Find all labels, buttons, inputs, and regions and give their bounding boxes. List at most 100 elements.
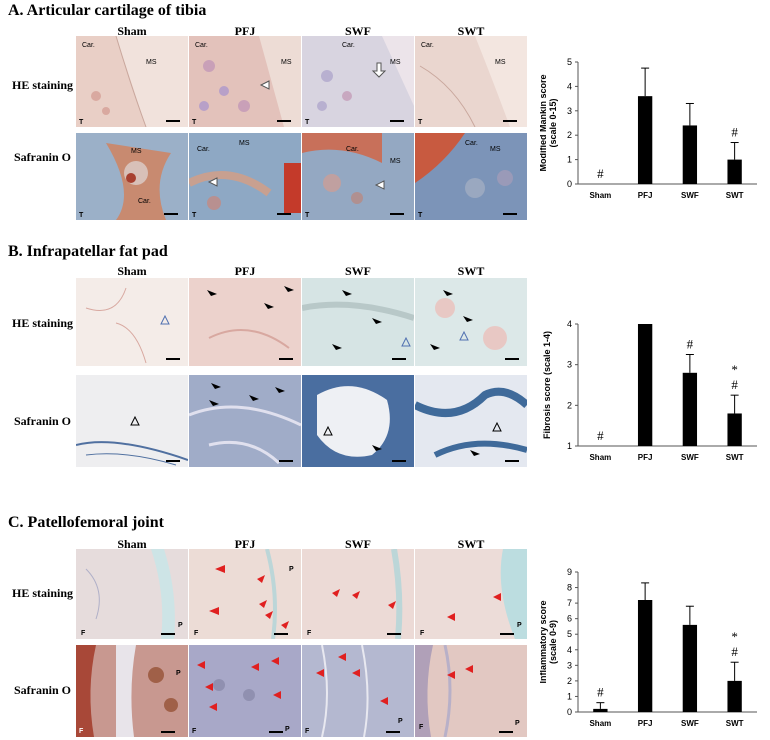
label-p: P (289, 566, 294, 573)
label-p: P (515, 720, 520, 727)
bar (727, 413, 742, 446)
y-tick-label: 1 (567, 155, 572, 165)
bar (727, 159, 742, 184)
bar (593, 708, 608, 712)
significance-mark: * (731, 362, 738, 377)
col-label-swt: SWT (457, 24, 485, 38)
col-label-swt: SWT (457, 264, 485, 278)
micrograph-a-saf-sham: MS Car. T (76, 133, 188, 220)
y-axis-title: Fibrosis score (scale 1-4) (542, 331, 552, 439)
col-label-swf: SWF (344, 264, 371, 278)
significance-mark: # (597, 166, 604, 181)
bar (682, 372, 698, 446)
label-p: P (285, 726, 290, 733)
micrograph-a-he-pfj: Car. MS T (189, 36, 301, 127)
label-t: T (418, 119, 423, 126)
chart-mankin: 0 1 2 3 4 5 Modified Mankin score(scale 0-15) S… (540, 57, 757, 200)
y-tick-label: 2 (567, 400, 572, 410)
micrograph-a-he-swf: Car. MS T (302, 36, 414, 127)
label-car: Car. (195, 42, 208, 49)
label-t: T (192, 212, 197, 219)
label-car: Car. (138, 198, 151, 205)
y-tick-label: 3 (567, 360, 572, 370)
col-label-pfj: PFJ (234, 537, 256, 551)
category-label: Sham (589, 453, 611, 462)
y-axis-title: Modified Mankin score(scale 0-15) (540, 74, 558, 171)
section-a-title: A. Articular cartilage of tibia (8, 2, 207, 19)
label-car: Car. (421, 42, 434, 49)
bar (637, 324, 653, 446)
label-car: Car. (342, 42, 355, 49)
significance-mark: # (731, 125, 738, 140)
y-tick-label: 4 (567, 319, 572, 329)
label-f: F (307, 630, 312, 637)
label-ms: MS (490, 146, 501, 153)
bar (637, 96, 653, 184)
micrograph-b-saf-sham (76, 375, 188, 467)
col-label-pfj: PFJ (234, 24, 256, 38)
micrograph-b-saf-pfj (189, 375, 301, 467)
label-car: Car. (82, 42, 95, 49)
y-axis-title: Inflammatory score(scale 0-9) (540, 600, 558, 683)
row-label-safranin: Safranin O (14, 683, 72, 697)
col-label-pfj: PFJ (234, 264, 256, 278)
col-label-sham: Sham (117, 537, 147, 551)
label-ms: MS (239, 140, 250, 147)
category-label: SWT (726, 453, 744, 462)
category-label: SWF (681, 719, 699, 728)
micrograph-b-he-swt (415, 278, 527, 366)
label-t: T (418, 212, 423, 219)
label-p: P (398, 718, 403, 725)
label-p: P (178, 622, 183, 629)
label-ms: MS (390, 158, 401, 165)
label-f: F (420, 630, 425, 637)
row-label-he: HE staining (12, 586, 74, 600)
row-label-safranin: Safranin O (14, 150, 72, 164)
category-label: SWF (681, 191, 699, 200)
label-f: F (305, 728, 310, 735)
micrograph-b-saf-swt (415, 375, 527, 467)
y-tick-label: 1 (567, 691, 572, 701)
label-f: F (194, 630, 199, 637)
y-tick-label: 7 (567, 598, 572, 608)
y-tick-label: 3 (567, 106, 572, 116)
micrograph-b-he-swf (302, 278, 414, 366)
col-label-swf: SWF (344, 24, 371, 38)
micrograph-b-he-pfj (189, 278, 301, 366)
label-ms: MS (390, 59, 401, 66)
y-tick-label: 8 (567, 583, 572, 593)
micrograph-b-he-sham (76, 278, 188, 366)
significance-mark: # (687, 337, 694, 352)
label-ms: MS (495, 59, 506, 66)
category-label: SWT (726, 719, 744, 728)
label-f: F (79, 728, 84, 735)
y-tick-label: 4 (567, 81, 572, 91)
label-t: T (79, 119, 84, 126)
y-tick-label: 1 (567, 441, 572, 451)
micrograph-a-saf-pfj: Car. MS T (189, 133, 301, 220)
y-tick-label: 0 (567, 707, 572, 717)
category-label: SWF (681, 453, 699, 462)
row-label-safranin: Safranin O (14, 414, 72, 428)
row-label-he: HE staining (12, 316, 74, 330)
label-ms: MS (281, 59, 292, 66)
y-tick-label: 2 (567, 130, 572, 140)
label-t: T (192, 119, 197, 126)
chart-inflammatory: 0 1 2 3 4 5 6 7 8 9 Inflammatory score(scale 0-9) S… (540, 567, 757, 728)
col-label-sham: Sham (117, 24, 147, 38)
section-c-title: C. Patellofemoral joint (8, 514, 164, 531)
label-ms: MS (131, 148, 142, 155)
significance-mark: * (731, 629, 738, 644)
label-ms: MS (146, 59, 157, 66)
y-tick-label: 5 (567, 629, 572, 639)
micrograph-b-saf-swf (302, 375, 414, 467)
chart-fibrosis: 1 2 3 4 Fibrosis score (scale 1-4) Sham # PFJ SW… (542, 319, 757, 462)
label-f: F (419, 724, 424, 731)
micrograph-a-he-swt: Car. MS T (415, 36, 527, 127)
bar (682, 125, 698, 184)
